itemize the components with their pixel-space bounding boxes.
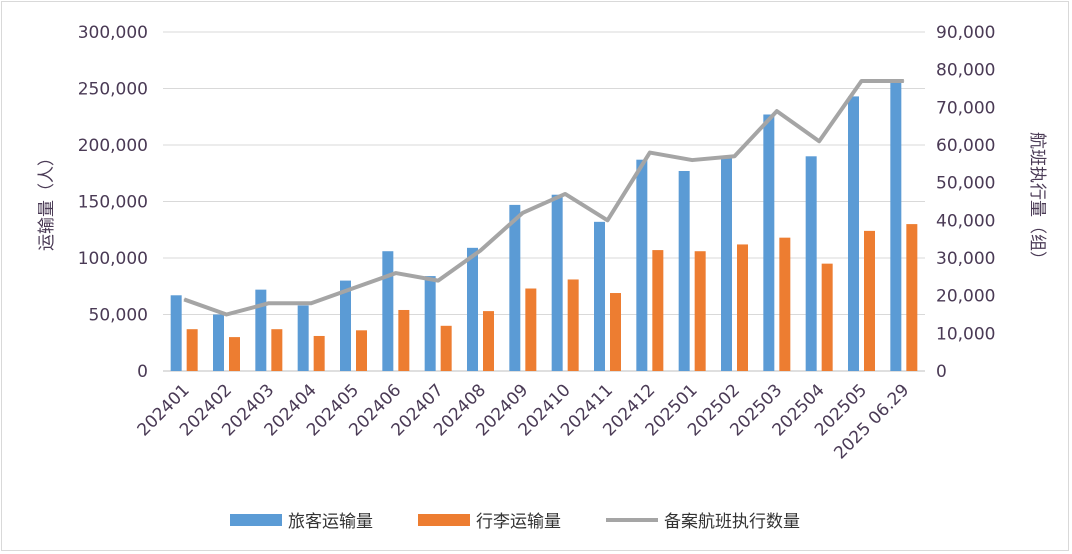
baggage-bar — [652, 250, 664, 371]
passenger-bar — [636, 159, 648, 371]
right-tick-label: 60,000 — [936, 136, 995, 156]
flights-point — [776, 110, 778, 112]
right-tick-label: 0 — [936, 362, 947, 382]
baggage-bar — [864, 230, 875, 371]
baggage-bar — [821, 263, 833, 371]
baggage-bar — [356, 330, 367, 371]
right-axis-ticks: 0 10,000 20,000 30,000 40,000 50,000 60,000 70,… — [936, 23, 995, 382]
legend: 旅客运输量 行李运输量 备案航班执行数量 — [230, 512, 800, 532]
left-tick-label: 100,000 — [78, 249, 148, 269]
left-tick-label: 150,000 — [78, 193, 148, 213]
passenger-bar — [424, 276, 436, 371]
right-tick-label: 20,000 — [936, 287, 995, 307]
flights-point — [395, 272, 397, 274]
left-tick-label: 200,000 — [78, 136, 148, 156]
flights-point — [818, 140, 820, 142]
baggage-bar — [440, 325, 452, 371]
baggage-bar — [483, 311, 494, 371]
flights-point — [268, 302, 270, 304]
passenger-bar — [509, 204, 521, 371]
flights-point — [607, 219, 608, 221]
gridlines — [163, 31, 925, 372]
flights-point — [649, 152, 651, 154]
flights-point — [480, 249, 481, 251]
passenger-bar — [255, 289, 267, 371]
left-axis-ticks: 0 50,000 100,000 150,000 200,000 250,000 300,0… — [78, 23, 148, 382]
flights-point — [437, 280, 439, 282]
baggage-bar — [906, 224, 918, 371]
baggage-bar — [313, 335, 325, 371]
right-tick-label: 50,000 — [936, 174, 995, 194]
passenger-bar — [594, 221, 605, 371]
passenger-bar — [678, 170, 690, 371]
passenger-bar — [721, 157, 732, 371]
flights-point — [734, 155, 735, 157]
baggage-bar — [398, 309, 410, 371]
left-tick-label: 0 — [137, 362, 148, 382]
passenger-bar — [382, 251, 394, 371]
right-tick-label: 30,000 — [936, 249, 995, 269]
x-axis-ticks: 2024012024022024032024042024052024062024… — [134, 380, 914, 463]
passenger-bar — [890, 79, 902, 372]
legend-label-passenger: 旅客运输量 — [288, 512, 373, 532]
legend-swatch-passenger — [230, 514, 282, 526]
left-tick-label: 250,000 — [78, 80, 148, 100]
flights-point — [226, 314, 227, 315]
passenger-bar — [763, 114, 775, 372]
flights-point — [353, 287, 354, 289]
baggage-bar — [525, 288, 537, 371]
flights-point — [564, 193, 566, 195]
baggage-bar — [186, 329, 198, 371]
legend-label-flights: 备案航班执行数量 — [664, 512, 800, 532]
passenger-bar — [170, 295, 182, 371]
right-tick-label: 40,000 — [936, 211, 995, 231]
passenger-bar — [848, 96, 859, 371]
flights-point — [691, 159, 693, 161]
flights-point — [522, 212, 524, 214]
baggage-bar — [229, 337, 240, 371]
flights-point — [183, 298, 185, 300]
passenger-bar — [467, 247, 478, 371]
legend-label-baggage: 行李运输量 — [476, 512, 561, 532]
left-tick-label: 50,000 — [89, 306, 148, 326]
flights-line — [183, 78, 904, 317]
right-axis-label: 航班执行量（组） — [1027, 132, 1047, 268]
flights-point — [310, 302, 312, 304]
baggage-bar — [567, 279, 579, 371]
passenger-bar — [340, 280, 351, 371]
passenger-bar — [297, 305, 309, 371]
baggage-bar — [271, 329, 283, 371]
right-tick-label: 70,000 — [936, 98, 995, 118]
baggage-bar — [694, 251, 706, 371]
left-tick-label: 300,000 — [78, 23, 148, 43]
left-axis-label: 运输量（人） — [37, 149, 57, 251]
baggage-bar — [737, 244, 748, 371]
baggage-bar — [610, 293, 621, 371]
bars — [170, 79, 918, 372]
flights-point — [903, 80, 905, 82]
baggage-bar — [779, 237, 791, 371]
passenger-bar — [805, 156, 817, 371]
right-tick-label: 10,000 — [936, 324, 995, 344]
legend-swatch-baggage — [418, 514, 470, 526]
passenger-bar — [551, 194, 563, 371]
right-tick-label: 90,000 — [936, 23, 995, 43]
passenger-bar — [213, 314, 224, 371]
right-tick-label: 80,000 — [936, 61, 995, 81]
flights-point — [861, 80, 862, 82]
flight-line — [183, 78, 905, 317]
